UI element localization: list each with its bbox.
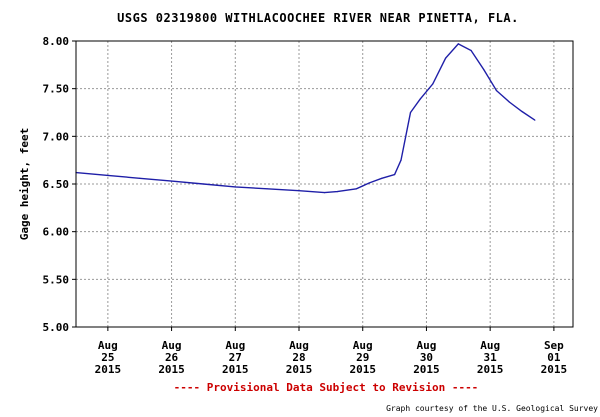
y-axis-ticks: 8.00 7.50 7.00 6.50 6.00 5.50 5.00 <box>43 35 76 334</box>
data-point <box>470 49 472 52</box>
data-point <box>508 101 510 103</box>
grid <box>76 41 573 327</box>
x-tick-day: 01 <box>547 351 561 364</box>
x-tick-day: 25 <box>101 351 114 364</box>
x-tick-month: Sep <box>544 339 564 352</box>
x-tick-month: Aug <box>289 339 309 352</box>
series-layer <box>75 43 536 194</box>
data-point <box>400 159 402 161</box>
plot-frame <box>75 40 574 328</box>
x-tick-day: 28 <box>292 351 305 364</box>
provisional-note: ---- Provisional Data Subject to Revisio… <box>174 381 479 394</box>
y-tick-label: 6.00 <box>43 226 70 239</box>
x-tick-month: Aug <box>225 339 245 352</box>
y-tick-label: 6.50 <box>43 178 70 191</box>
x-tick-year: 2015 <box>158 363 185 376</box>
data-point <box>394 173 396 176</box>
x-tick-month: Aug <box>162 339 182 352</box>
data-point <box>323 192 326 194</box>
data-point <box>266 188 268 190</box>
data-point <box>457 43 459 45</box>
y-tick-label: 7.00 <box>43 130 70 143</box>
x-tick-day: 30 <box>420 351 433 364</box>
data-point <box>355 188 357 190</box>
x-tick-day: 29 <box>356 351 369 364</box>
y-tick-label: 5.00 <box>43 321 70 334</box>
data-point <box>432 83 434 85</box>
data-point <box>234 186 236 188</box>
x-tick-year: 2015 <box>286 363 313 376</box>
x-tick-year: 2015 <box>95 363 122 376</box>
x-tick-year: 2015 <box>222 363 249 376</box>
y-axis-label: Gage height, feet <box>18 128 31 241</box>
x-axis-ticks: Aug252015Aug262015Aug272015Aug282015Aug2… <box>95 327 568 376</box>
series-line-0 <box>75 43 536 194</box>
credit-note: Graph courtesy of the U.S. Geological Su… <box>386 404 598 413</box>
x-tick-month: Aug <box>98 339 118 352</box>
y-tick-label: 5.50 <box>43 273 70 286</box>
x-tick-month: Aug <box>417 339 437 352</box>
x-tick-month: Aug <box>353 339 373 352</box>
data-point <box>409 111 412 114</box>
data-point <box>107 174 109 176</box>
y-tick-label: 8.00 <box>43 35 70 48</box>
data-point <box>171 180 173 182</box>
data-point <box>336 191 338 193</box>
x-tick-day: 26 <box>165 351 179 364</box>
data-point <box>483 69 485 71</box>
data-point <box>298 190 300 192</box>
data-point <box>139 177 141 179</box>
x-tick-day: 27 <box>229 351 242 364</box>
x-tick-year: 2015 <box>477 363 504 376</box>
data-point <box>521 110 523 113</box>
x-tick-year: 2015 <box>349 363 376 376</box>
data-point <box>419 98 421 100</box>
chart-title: USGS 02319800 WITHLACOOCHEE RIVER NEAR P… <box>117 11 519 25</box>
x-tick-year: 2015 <box>541 363 568 376</box>
data-point <box>445 57 447 59</box>
data-point <box>534 119 536 121</box>
y-tick-label: 7.50 <box>43 83 70 96</box>
data-point <box>202 183 204 185</box>
x-tick-year: 2015 <box>413 363 440 376</box>
data-point <box>495 90 498 92</box>
x-tick-month: Aug <box>480 339 500 352</box>
data-point <box>381 177 383 179</box>
x-tick-day: 31 <box>484 351 498 364</box>
data-point <box>368 182 370 184</box>
